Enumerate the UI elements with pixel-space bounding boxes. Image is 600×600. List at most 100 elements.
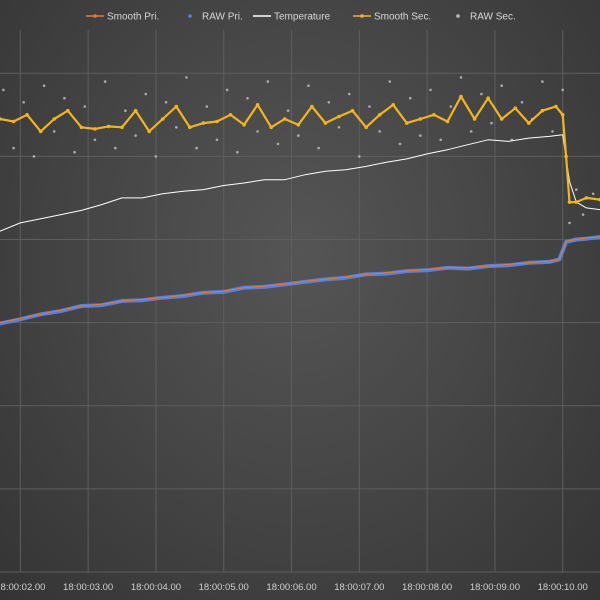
raw-sec-point bbox=[408, 96, 412, 100]
smooth-sec-point bbox=[147, 129, 151, 134]
raw-sec-point bbox=[480, 92, 483, 96]
raw-sec-point bbox=[12, 146, 15, 150]
raw-sec-point bbox=[225, 88, 229, 92]
smooth-sec-point bbox=[377, 113, 382, 117]
smooth-sec-point bbox=[432, 113, 436, 117]
raw-sec-point bbox=[236, 150, 239, 154]
smooth-sec-point bbox=[445, 119, 450, 124]
x-tick-label: 18:00:09.00 bbox=[470, 582, 520, 593]
temperature-line bbox=[0, 134, 600, 232]
raw-sec-point bbox=[429, 88, 432, 92]
smooth-sec-point bbox=[486, 96, 490, 100]
smooth-sec-point bbox=[405, 121, 409, 125]
raw-sec-point bbox=[378, 130, 382, 133]
legend-item[interactable]: Temperature bbox=[253, 12, 331, 23]
smooth-sec-point bbox=[269, 125, 274, 130]
x-axis: 18:00:02.00 18:00:03.00 18:00:04.00 18:00:0… bbox=[0, 582, 588, 593]
series-layer bbox=[0, 76, 600, 326]
raw-sec-point bbox=[256, 130, 259, 133]
smooth-sec-point bbox=[459, 94, 463, 99]
raw-sec-point bbox=[63, 96, 66, 100]
x-tick-label: 18:00:10.00 bbox=[538, 582, 588, 593]
raw-sec-point bbox=[439, 138, 443, 142]
x-tick-label: 18:00:06.00 bbox=[266, 582, 316, 593]
smooth-sec-point bbox=[564, 154, 568, 159]
raw-sec-point bbox=[164, 101, 168, 104]
raw-pri-line bbox=[0, 235, 600, 326]
raw-sec-point bbox=[154, 155, 158, 158]
smooth-sec-point bbox=[11, 119, 16, 124]
raw-sec-point bbox=[551, 130, 554, 133]
legend-label: RAW Pri. bbox=[202, 12, 243, 23]
raw-sec-point bbox=[581, 213, 585, 216]
smooth-sec-point bbox=[323, 121, 328, 125]
legend-item[interactable]: RAW Pri. bbox=[188, 12, 243, 23]
smooth-sec-point bbox=[472, 117, 477, 121]
raw-sec-point bbox=[449, 105, 453, 108]
raw-sec-point bbox=[246, 96, 249, 100]
raw-sec-point bbox=[195, 146, 198, 150]
raw-sec-point bbox=[568, 221, 571, 225]
raw-sec-point bbox=[42, 84, 46, 87]
raw-sec-point bbox=[459, 76, 463, 79]
raw-sec-point bbox=[124, 109, 127, 112]
raw-sec-point bbox=[561, 88, 564, 92]
raw-sec-point bbox=[114, 146, 117, 150]
smooth-sec-point bbox=[79, 125, 84, 130]
raw-sec-point bbox=[337, 126, 341, 129]
smooth-sec-point bbox=[201, 121, 206, 125]
smooth-sec-point bbox=[567, 200, 572, 204]
smooth-sec-point bbox=[242, 123, 246, 127]
x-tick-label: 18:00:04.00 bbox=[131, 582, 181, 593]
legend-item[interactable]: RAW Sec. bbox=[456, 12, 516, 23]
smooth-sec-point bbox=[52, 117, 56, 121]
raw-sec-point bbox=[83, 105, 86, 108]
raw-sec-point bbox=[276, 142, 280, 146]
raw-sec-point bbox=[327, 101, 331, 104]
smooth-sec-point bbox=[296, 123, 301, 127]
raw-sec-point bbox=[22, 101, 26, 104]
raw-sec-point bbox=[286, 109, 290, 112]
smooth-sec-point bbox=[66, 108, 70, 113]
smooth-sec-point bbox=[25, 113, 29, 117]
raw-sec-point bbox=[575, 188, 578, 191]
x-tick-label: 18:00:08.00 bbox=[402, 582, 452, 593]
smooth-sec-point bbox=[255, 103, 260, 107]
raw-sec-point bbox=[215, 138, 219, 142]
smooth-sec-point bbox=[527, 121, 531, 125]
raw-sec-point bbox=[266, 80, 270, 83]
raw-sec-point bbox=[317, 146, 320, 150]
legend[interactable]: Smooth Pri. RAW Pri. Temperature Smooth Sec… bbox=[86, 12, 516, 23]
raw-sec-point bbox=[419, 134, 422, 137]
smooth-sec-line bbox=[0, 95, 600, 204]
raw-sec-point bbox=[134, 134, 137, 137]
grid bbox=[0, 30, 600, 573]
smooth-sec-point bbox=[310, 104, 314, 109]
raw-sec-point bbox=[520, 101, 524, 104]
x-tick-label: 18:00:05.00 bbox=[199, 582, 249, 593]
raw-sec-point bbox=[185, 76, 188, 79]
legend-label: Temperature bbox=[274, 12, 331, 23]
raw-sec-point bbox=[490, 121, 493, 125]
legend-label: Smooth Pri. bbox=[107, 12, 159, 23]
smooth-sec-point bbox=[391, 103, 396, 107]
legend-label: RAW Sec. bbox=[470, 12, 516, 23]
smooth-sec-point bbox=[282, 117, 287, 121]
smooth-sec-point bbox=[584, 196, 589, 200]
smooth-sec-point bbox=[106, 124, 111, 129]
raw-sec-point bbox=[368, 105, 371, 108]
raw-sec-point bbox=[73, 150, 76, 154]
legend-item[interactable]: Smooth Pri. bbox=[86, 12, 159, 23]
legend-item[interactable]: Smooth Sec. bbox=[353, 12, 431, 23]
x-tick-label: 18:00:07.00 bbox=[334, 582, 384, 593]
raw-sec-point bbox=[591, 192, 595, 196]
raw-sec-point bbox=[358, 155, 361, 158]
raw-sec-point bbox=[32, 155, 36, 158]
raw-sec-point bbox=[93, 138, 97, 142]
raw-sec-point bbox=[469, 130, 473, 133]
raw-sec-point bbox=[398, 142, 402, 146]
smooth-pri-line bbox=[0, 236, 600, 324]
smooth-sec-point bbox=[228, 113, 233, 117]
